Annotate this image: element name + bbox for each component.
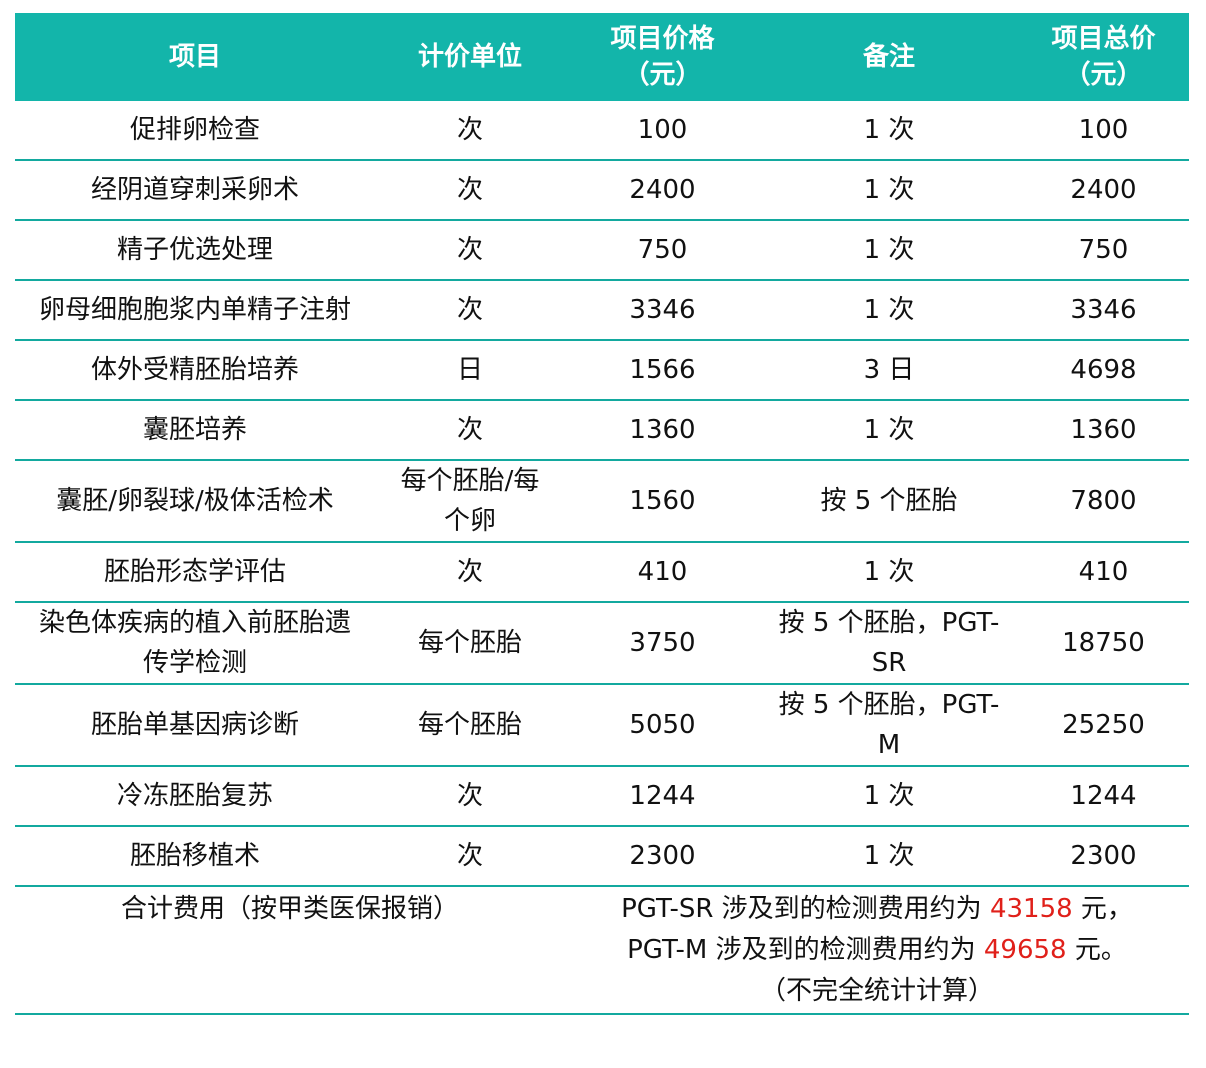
table-cell: 按 5 个胚胎，PGT-SR (760, 602, 1018, 685)
table-cell: 冷冻胚胎复苏 (15, 766, 375, 827)
table-cell: 2400 (1018, 160, 1189, 221)
header-cell: 项目总价（元） (1018, 13, 1189, 101)
table-cell: 每个胚胎 (375, 602, 565, 685)
table-cell: 1 次 (760, 826, 1018, 887)
table-cell: 次 (375, 220, 565, 281)
footer-label: 合计费用（按甲类医保报销） (15, 886, 565, 1015)
table-cell: 2300 (565, 826, 760, 887)
table-cell: 经阴道穿刺采卵术 (15, 160, 375, 221)
table-body: 促排卵检查次 100 1 次 100 经阴道穿刺采卵术次 2400 1 次 2400 精子优选处… (15, 101, 1189, 1015)
header-cell: 备注 (760, 13, 1018, 101)
table-row: 体外受精胚胎培养日 1566 3 日 4698 (15, 340, 1189, 401)
summary-amount: 43158 (989, 894, 1073, 924)
summary-text: PGT-M 涉及到的检测费用约为 (627, 935, 984, 965)
table-row: 染色体疾病的植入前胚胎遗传学检测 每个胚胎 3750 按 5 个胚胎，PGT-SR 18… (15, 602, 1189, 685)
table-cell: 每个胚胎/每个卵 (375, 460, 565, 543)
table-row: 囊胚/卵裂球/极体活检术 每个胚胎/每个卵 1560 按 5 个胚胎 7800 (15, 460, 1189, 543)
table-cell: 3346 (565, 280, 760, 341)
table-cell: 按 5 个胚胎，PGT-M (760, 684, 1018, 767)
table-cell: 1 次 (760, 101, 1018, 161)
table-row: 经阴道穿刺采卵术次 2400 1 次 2400 (15, 160, 1189, 221)
footer-row: 合计费用（按甲类医保报销） PGT-SR 涉及到的检测费用约为 43158 元， P… (15, 886, 1189, 1015)
table-cell: 精子优选处理 (15, 220, 375, 281)
table-row: 胚胎移植术次 2300 1 次 2300 (15, 826, 1189, 887)
table-cell: 胚胎形态学评估 (15, 542, 375, 603)
summary-note: （不完全统计计算） (759, 976, 994, 1006)
table-cell: 体外受精胚胎培养 (15, 340, 375, 401)
table-cell: 胚胎移植术 (15, 826, 375, 887)
table-cell: 日 (375, 340, 565, 401)
header-cell: 计价单位 (375, 13, 565, 101)
fee-table: 项目 计价单位 项目价格（元） 备注 项目总价（元） 促排卵检查次 100 1 次 100 经阴… (15, 13, 1189, 1015)
table-cell: 3 日 (760, 340, 1018, 401)
table-cell: 1 次 (760, 220, 1018, 281)
table-row: 冷冻胚胎复苏次 1244 1 次 1244 (15, 766, 1189, 827)
table-cell: 次 (375, 280, 565, 341)
table-cell: 25250 (1018, 684, 1189, 767)
table-cell: 410 (1018, 542, 1189, 603)
table-cell: 2300 (1018, 826, 1189, 887)
table-cell: 次 (375, 101, 565, 161)
table-cell: 4698 (1018, 340, 1189, 401)
header-cell: 项目价格（元） (565, 13, 760, 101)
summary-text: 元， (1072, 894, 1133, 924)
table-cell: 1 次 (760, 542, 1018, 603)
table-cell: 促排卵检查 (15, 101, 375, 161)
summary-text: PGT-SR 涉及到的检测费用约为 (621, 894, 990, 924)
table-cell: 1360 (1018, 400, 1189, 461)
table-cell: 次 (375, 766, 565, 827)
table-cell: 次 (375, 826, 565, 887)
table-cell: 3346 (1018, 280, 1189, 341)
table-cell: 1 次 (760, 160, 1018, 221)
table-cell: 100 (565, 101, 760, 161)
summary-line: PGT-M 涉及到的检测费用约为 49658 元。 (579, 930, 1175, 971)
table-cell: 次 (375, 160, 565, 221)
table-cell: 750 (565, 220, 760, 281)
table-cell: 次 (375, 542, 565, 603)
table-cell: 3750 (565, 602, 760, 685)
table-cell: 1 次 (760, 400, 1018, 461)
table-cell: 1244 (1018, 766, 1189, 827)
table-row: 促排卵检查次 100 1 次 100 (15, 101, 1189, 161)
table-cell: 每个胚胎 (375, 684, 565, 767)
summary-text: 元。 (1066, 935, 1127, 965)
table-row: 囊胚培养次 1360 1 次 1360 (15, 400, 1189, 461)
summary-line: PGT-SR 涉及到的检测费用约为 43158 元， (579, 889, 1175, 930)
table-cell: 7800 (1018, 460, 1189, 543)
table-cell: 1244 (565, 766, 760, 827)
table-cell: 5050 (565, 684, 760, 767)
table-cell: 胚胎单基因病诊断 (15, 684, 375, 767)
table-cell: 囊胚培养 (15, 400, 375, 461)
table-cell: 1 次 (760, 766, 1018, 827)
table-row: 胚胎形态学评估次 410 1 次 410 (15, 542, 1189, 603)
table-cell: 按 5 个胚胎 (760, 460, 1018, 543)
table-row: 胚胎单基因病诊断 每个胚胎 5050 按 5 个胚胎，PGT-M 25250 (15, 684, 1189, 767)
table-cell: 1 次 (760, 280, 1018, 341)
table-cell: 染色体疾病的植入前胚胎遗传学检测 (15, 602, 375, 685)
header-cell: 项目 (15, 13, 375, 101)
table-cell: 1566 (565, 340, 760, 401)
header-row: 项目 计价单位 项目价格（元） 备注 项目总价（元） (15, 13, 1189, 101)
table-cell: 2400 (565, 160, 760, 221)
table-cell: 次 (375, 400, 565, 461)
summary-amount: 49658 (983, 935, 1067, 965)
table-cell: 750 (1018, 220, 1189, 281)
footer-summary: PGT-SR 涉及到的检测费用约为 43158 元， PGT-M 涉及到的检测费用… (565, 886, 1189, 1015)
table-cell: 1560 (565, 460, 760, 543)
table-row: 卵母细胞胞浆内单精子注射次 3346 1 次 3346 (15, 280, 1189, 341)
table-cell: 囊胚/卵裂球/极体活检术 (15, 460, 375, 543)
table-cell: 100 (1018, 101, 1189, 161)
table-row: 精子优选处理次 750 1 次 750 (15, 220, 1189, 281)
table-cell: 18750 (1018, 602, 1189, 685)
table-cell: 410 (565, 542, 760, 603)
table-cell: 1360 (565, 400, 760, 461)
table-cell: 卵母细胞胞浆内单精子注射 (15, 280, 375, 341)
